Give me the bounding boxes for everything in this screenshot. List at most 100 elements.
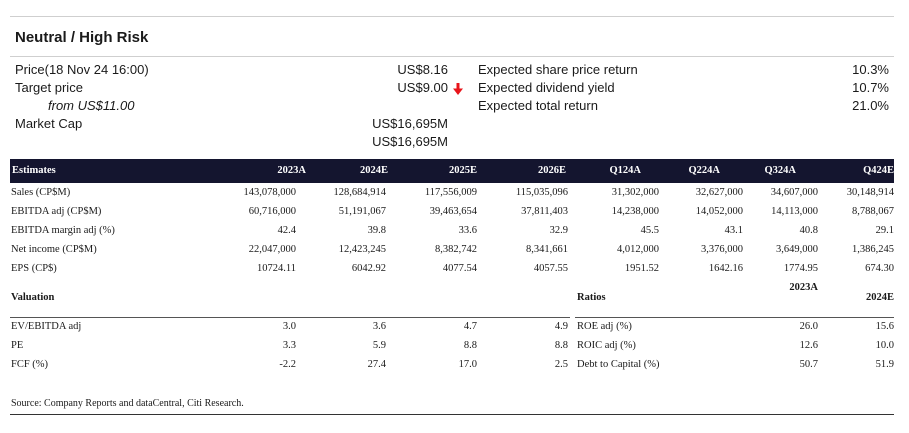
- table-cell: 128,684,914: [333, 187, 387, 198]
- table-cell: 15.6: [875, 321, 894, 332]
- row-label: ROE adj (%): [577, 321, 632, 332]
- table-cell: 8.8: [463, 340, 477, 351]
- row-label: PE: [11, 340, 24, 351]
- bottom-rule: [10, 414, 894, 415]
- header-q124a: Q124A: [609, 165, 642, 176]
- rating-title: Neutral / High Risk: [15, 29, 149, 46]
- table-cell: 50.7: [799, 359, 818, 370]
- table-cell: 117,556,009: [424, 187, 477, 198]
- table-cell: 39.8: [367, 225, 386, 236]
- table-cell: 30,148,914: [846, 187, 894, 198]
- row-label: FCF (%): [11, 359, 49, 370]
- table-cell: 40.8: [799, 225, 818, 236]
- table-cell: 33.6: [458, 225, 477, 236]
- table-cell: 4.9: [554, 321, 568, 332]
- table-cell: 27.4: [367, 359, 386, 370]
- header-2023a: 2023A: [277, 165, 306, 176]
- table-cell: 29.1: [875, 225, 894, 236]
- table-cell: 4,012,000: [617, 244, 659, 255]
- expected-share-return-value: 10.3%: [852, 62, 889, 77]
- table-cell: 45.5: [640, 225, 659, 236]
- expected-dividend-value: 10.7%: [852, 80, 889, 95]
- table-cell: 12,423,245: [338, 244, 386, 255]
- table-cell: 8.8: [554, 340, 568, 351]
- table-cell: -2.2: [279, 359, 296, 370]
- table-cell: 34,607,000: [770, 187, 818, 198]
- table-cell: 51,191,067: [338, 206, 386, 217]
- table-cell: 8,341,661: [526, 244, 568, 255]
- market-cap-value: US$16,695M: [372, 116, 448, 131]
- row-label: Net income (CP$M): [11, 244, 97, 255]
- table-cell: 1642.16: [708, 263, 743, 274]
- row-label: Debt to Capital (%): [577, 359, 660, 370]
- table-cell: 1774.95: [783, 263, 818, 274]
- expected-total-value: 21.0%: [852, 98, 889, 113]
- target-price-value: US$9.00: [397, 80, 448, 95]
- table-cell: 1951.52: [624, 263, 659, 274]
- top-rule: [10, 16, 894, 17]
- table-cell: 6042.92: [351, 263, 386, 274]
- price-value: US$8.16: [397, 62, 448, 77]
- table-cell: 51.9: [875, 359, 894, 370]
- table-cell: 14,238,000: [611, 206, 659, 217]
- table-cell: 115,035,096: [515, 187, 568, 198]
- header-2024e: 2024E: [359, 165, 388, 176]
- table-cell: 32,627,000: [695, 187, 743, 198]
- table-cell: 143,078,000: [243, 187, 297, 198]
- table-cell: 3.3: [282, 340, 296, 351]
- expected-share-return-label: Expected share price return: [478, 62, 638, 77]
- table-cell: 14,113,000: [771, 206, 818, 217]
- table-cell: 12.6: [799, 340, 818, 351]
- expected-total-label: Expected total return: [478, 98, 598, 113]
- expected-dividend-label: Expected dividend yield: [478, 80, 615, 95]
- table-cell: 674.30: [865, 263, 894, 274]
- table-cell: 17.0: [458, 359, 477, 370]
- table-cell: 26.0: [799, 321, 818, 332]
- row-label: EBITDA margin adj (%): [11, 225, 115, 236]
- table-cell: 14,052,000: [695, 206, 743, 217]
- table-cell: 42.4: [277, 225, 296, 236]
- header-q324a: Q324A: [764, 165, 797, 176]
- table-cell: 4077.54: [442, 263, 477, 274]
- row-label: EV/EBITDA adj: [11, 321, 82, 332]
- table-cell: 4.7: [463, 321, 477, 332]
- table-cell: 60,716,000: [248, 206, 296, 217]
- row-label: EPS (CP$): [11, 263, 57, 274]
- table-cell: 8,788,067: [852, 206, 894, 217]
- table-cell: 2.5: [554, 359, 568, 370]
- table-cell: 10.0: [875, 340, 894, 351]
- ratios-title: Ratios: [577, 292, 606, 303]
- market-cap-value-secondary: US$16,695M: [372, 134, 448, 149]
- table-cell: 32.9: [549, 225, 568, 236]
- row-label: ROIC adj (%): [577, 340, 636, 351]
- table-cell: 3.6: [372, 321, 386, 332]
- header-2026e: 2026E: [537, 165, 566, 176]
- table-cell: 39,463,654: [429, 206, 477, 217]
- estimates-header-label: Estimates: [12, 165, 56, 176]
- row-label: EBITDA adj (CP$M): [11, 206, 102, 217]
- target-price-label: Target price: [15, 80, 83, 95]
- from-price-label: from US$11.00: [48, 98, 135, 113]
- table-cell: 37,811,403: [521, 206, 568, 217]
- market-cap-label: Market Cap: [15, 116, 83, 131]
- price-label: Price(18 Nov 24 16:00): [15, 62, 149, 77]
- estimates-header: Estimates 2023A 2024E 2025E 2026E Q124A …: [10, 159, 894, 183]
- valuation-rule: [10, 317, 570, 318]
- source-note: Source: Company Reports and dataCentral,…: [11, 398, 244, 409]
- title-rule: [10, 56, 894, 57]
- table-cell: 3,649,000: [776, 244, 818, 255]
- table-cell: 4057.55: [533, 263, 568, 274]
- table-cell: 43.1: [724, 225, 743, 236]
- table-cell: 5.9: [372, 340, 386, 351]
- table-cell: 8,382,742: [435, 244, 477, 255]
- table-cell: 10724.11: [257, 263, 296, 274]
- table-cell: 3,376,000: [701, 244, 743, 255]
- header-q424e: Q424E: [863, 165, 894, 176]
- row-label: Sales (CP$M): [11, 187, 71, 198]
- table-cell: 22,047,000: [248, 244, 296, 255]
- valuation-title: Valuation: [11, 292, 55, 303]
- table-cell: 31,302,000: [611, 187, 659, 198]
- ratios-rule: [575, 317, 894, 318]
- header-q224a: Q224A: [688, 165, 721, 176]
- header-2025e: 2025E: [448, 165, 477, 176]
